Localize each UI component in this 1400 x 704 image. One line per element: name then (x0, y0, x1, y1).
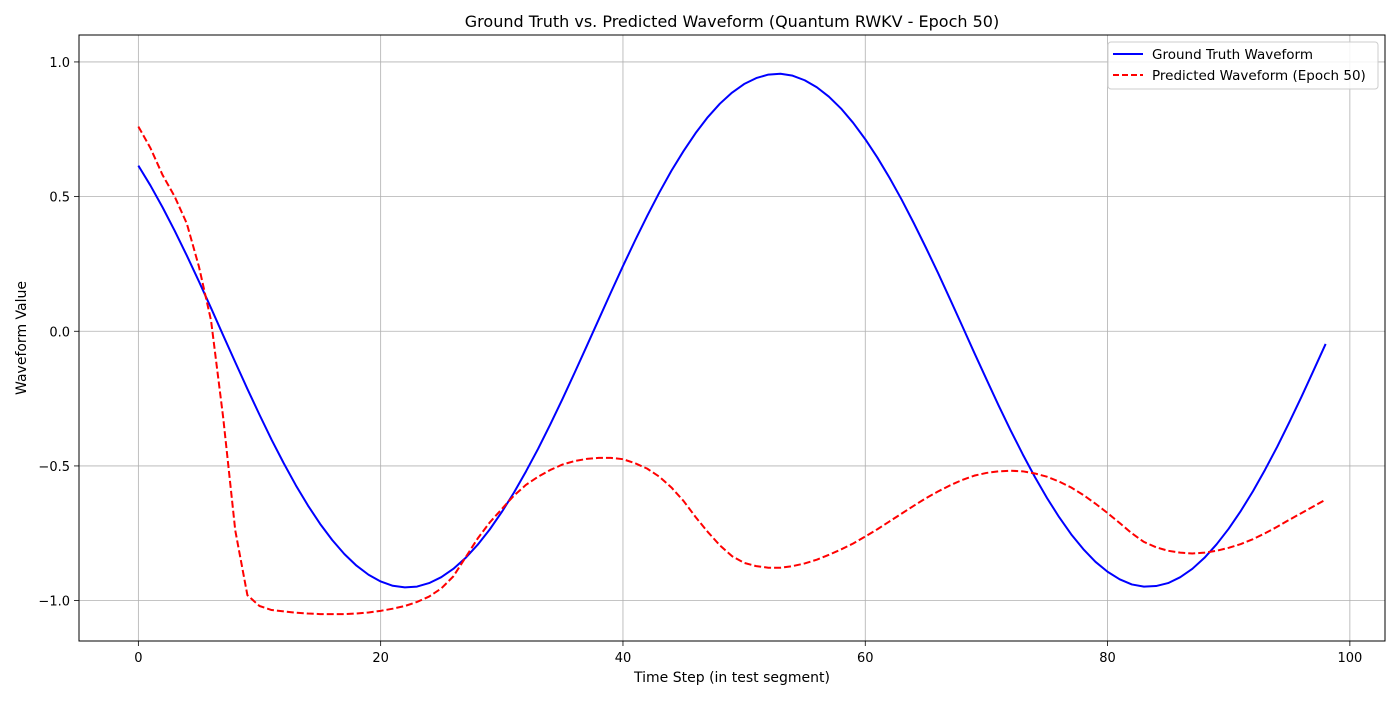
x-axis-label: Time Step (in test segment) (633, 670, 830, 686)
legend-label-predicted: Predicted Waveform (Epoch 50) (1152, 68, 1366, 84)
y-tick-label: 0.5 (49, 191, 70, 206)
legend-box (1107, 41, 1379, 90)
y-tick-label: 1.0 (49, 56, 70, 71)
x-tick-label: 40 (615, 651, 632, 666)
legend-label-ground-truth: Ground Truth Waveform (1152, 47, 1313, 63)
y-tick-label: −0.5 (38, 460, 70, 475)
legend: Ground Truth Waveform Predicted Waveform… (1107, 41, 1379, 90)
chart-title: Ground Truth vs. Predicted Waveform (Qua… (465, 12, 999, 31)
plot-frame (78, 34, 1386, 642)
series-line-predicted (137, 126, 1327, 616)
y-tick-label: −1.0 (38, 595, 70, 610)
x-tick-label: 100 (1337, 651, 1362, 666)
x-tick-label: 60 (857, 651, 874, 666)
x-tick-label: 0 (134, 651, 142, 666)
y-axis: −1.0 −0.5 0.0 0.5 1.0 (38, 56, 79, 610)
series-line-ground-truth (137, 72, 1327, 589)
y-axis-label: Waveform Value (14, 281, 30, 395)
series-group (137, 72, 1327, 616)
grid (79, 35, 1385, 641)
x-axis: 0 20 40 60 80 100 (134, 641, 1362, 666)
x-tick-label: 20 (372, 651, 389, 666)
y-tick-label: 0.0 (49, 325, 70, 340)
x-tick-label: 80 (1099, 651, 1116, 666)
